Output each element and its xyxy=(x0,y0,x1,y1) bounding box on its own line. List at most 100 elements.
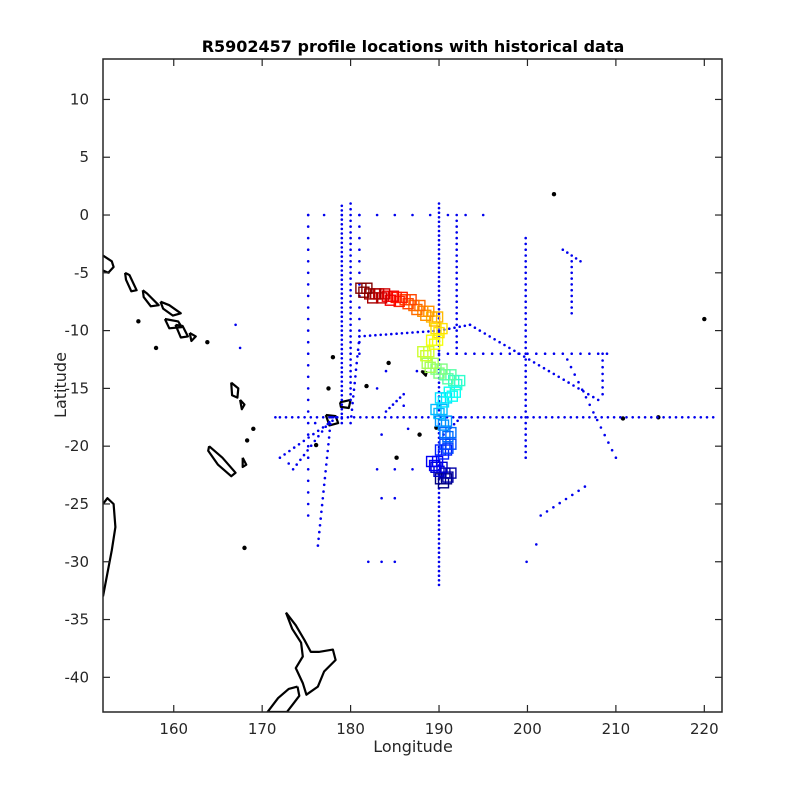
y-tick-label: -35 xyxy=(65,611,90,629)
historical-point xyxy=(437,202,441,205)
historical-point xyxy=(325,456,329,460)
historical-point xyxy=(375,468,379,471)
historical-point xyxy=(524,306,527,309)
historical-point xyxy=(358,329,361,332)
profile-marker xyxy=(449,386,461,398)
historical-point xyxy=(543,352,547,356)
y-tick-label: -40 xyxy=(65,668,90,686)
historical-point xyxy=(306,271,310,275)
historical-point xyxy=(380,560,383,564)
historical-point xyxy=(340,310,344,314)
historical-point xyxy=(524,450,527,454)
historical-point xyxy=(306,479,310,483)
x-axis-label: Longitude xyxy=(373,737,453,756)
historical-point xyxy=(524,364,527,367)
historical-point xyxy=(455,271,459,275)
historical-point xyxy=(328,416,331,419)
historical-point xyxy=(580,388,584,392)
historical-point xyxy=(583,485,587,488)
historical-point xyxy=(352,388,356,392)
coastline-8 xyxy=(239,399,246,411)
historical-point xyxy=(365,416,368,419)
historical-point xyxy=(503,343,506,347)
historical-point xyxy=(340,232,344,235)
profile-marker xyxy=(423,305,435,317)
historical-point xyxy=(437,257,441,260)
historical-point xyxy=(693,416,696,419)
historical-point xyxy=(349,213,352,217)
historical-point xyxy=(325,463,328,466)
historical-point xyxy=(340,412,344,416)
profile-marker xyxy=(402,298,414,310)
profile-marker xyxy=(431,334,444,346)
historical-point xyxy=(601,392,604,396)
profile-marker xyxy=(378,288,391,300)
profile-marker xyxy=(439,467,451,479)
historical-point xyxy=(393,496,397,500)
historical-point xyxy=(306,387,310,390)
historical-point xyxy=(306,514,310,517)
historical-point xyxy=(349,231,352,234)
historical-point xyxy=(581,416,585,419)
historical-point xyxy=(601,372,604,376)
historical-point xyxy=(324,470,327,473)
historical-point xyxy=(532,416,535,419)
historical-point xyxy=(437,560,441,564)
historical-point xyxy=(601,352,604,356)
historical-point xyxy=(561,248,565,251)
historical-point xyxy=(524,381,527,384)
historical-point xyxy=(437,206,441,210)
historical-point xyxy=(437,275,441,279)
profile-marker xyxy=(361,282,373,294)
historical-point xyxy=(356,355,359,358)
historical-point xyxy=(306,364,310,367)
historical-point xyxy=(340,329,344,332)
historical-point xyxy=(513,349,516,353)
historical-point xyxy=(437,546,441,550)
coastline-14 xyxy=(103,497,117,597)
historical-point xyxy=(331,419,334,423)
historical-point xyxy=(427,416,430,419)
historical-point xyxy=(577,489,580,493)
historical-point xyxy=(408,416,412,419)
historical-point xyxy=(437,225,441,228)
historical-point xyxy=(340,403,344,406)
historical-point xyxy=(488,335,492,338)
historical-point xyxy=(569,365,573,369)
historical-point xyxy=(437,519,441,522)
historical-point xyxy=(437,220,441,224)
historical-point xyxy=(349,277,352,280)
historical-point xyxy=(437,533,441,536)
profile-marker xyxy=(433,326,445,339)
historical-point xyxy=(567,381,570,384)
historical-point xyxy=(437,238,441,242)
historical-point xyxy=(526,352,529,356)
historical-point xyxy=(539,514,542,517)
historical-point xyxy=(317,537,320,541)
historical-point xyxy=(455,242,459,246)
islet-7 xyxy=(136,319,141,324)
profile-marker xyxy=(443,386,455,398)
profile-marker xyxy=(375,292,388,304)
islet-1 xyxy=(702,316,707,322)
historical-point xyxy=(290,416,294,419)
historical-point xyxy=(437,211,441,214)
historical-point xyxy=(340,283,344,286)
historical-point xyxy=(306,421,310,425)
historical-point xyxy=(350,415,353,418)
historical-point xyxy=(524,265,527,269)
historical-point xyxy=(524,444,527,448)
historical-point xyxy=(637,416,641,419)
historical-point xyxy=(564,497,568,501)
profile-marker xyxy=(384,294,397,306)
historical-point xyxy=(340,250,344,254)
historical-point xyxy=(527,358,531,361)
historical-point xyxy=(295,463,299,466)
coastline-1 xyxy=(124,271,138,293)
historical-point xyxy=(340,264,344,268)
historical-point xyxy=(349,381,352,384)
historical-point xyxy=(570,254,573,257)
historical-point xyxy=(592,395,595,399)
historical-point xyxy=(306,375,310,379)
historical-point xyxy=(552,372,556,376)
